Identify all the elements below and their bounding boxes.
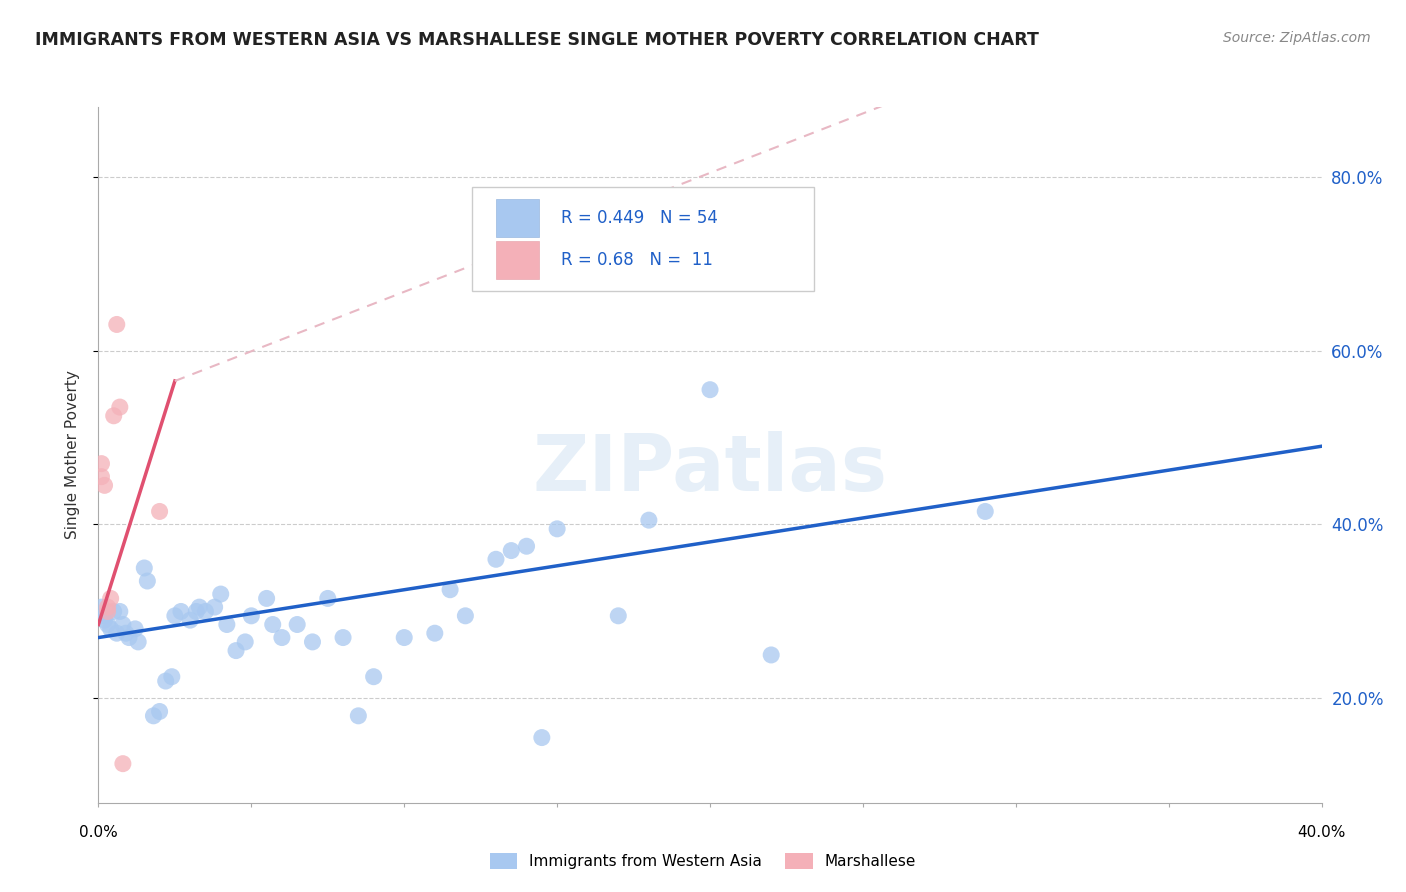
Point xyxy=(423,626,446,640)
Text: ZIPatlas: ZIPatlas xyxy=(533,431,887,507)
Point xyxy=(149,705,172,719)
Point xyxy=(194,605,217,619)
Point xyxy=(347,708,370,723)
Text: IMMIGRANTS FROM WESTERN ASIA VS MARSHALLESE SINGLE MOTHER POVERTY CORRELATION CH: IMMIGRANTS FROM WESTERN ASIA VS MARSHALL… xyxy=(35,31,1039,49)
Point xyxy=(546,522,568,536)
Point xyxy=(316,591,339,606)
Point xyxy=(501,543,523,558)
Point xyxy=(118,631,141,645)
Point xyxy=(108,400,131,414)
Point xyxy=(115,626,138,640)
Point xyxy=(160,670,183,684)
FancyBboxPatch shape xyxy=(496,241,538,279)
Point xyxy=(163,608,186,623)
Point xyxy=(149,504,172,518)
Point xyxy=(209,587,232,601)
Point xyxy=(759,648,782,662)
Point xyxy=(240,608,263,623)
Point xyxy=(105,318,128,332)
Point xyxy=(97,600,120,615)
Point xyxy=(105,626,128,640)
FancyBboxPatch shape xyxy=(496,199,538,237)
Point xyxy=(699,383,721,397)
Point xyxy=(262,617,284,632)
Point xyxy=(215,617,238,632)
Point xyxy=(134,561,156,575)
Point xyxy=(111,756,134,771)
Point xyxy=(100,622,122,636)
Point xyxy=(188,600,211,615)
Point xyxy=(136,574,159,588)
Y-axis label: Single Mother Poverty: Single Mother Poverty xyxy=(65,370,80,540)
Point xyxy=(363,670,385,684)
Point xyxy=(974,504,997,518)
Point xyxy=(392,631,416,645)
Point xyxy=(97,605,120,619)
Point xyxy=(186,605,208,619)
Point xyxy=(155,674,177,689)
Text: 40.0%: 40.0% xyxy=(1298,824,1346,839)
Point xyxy=(516,539,538,553)
Point xyxy=(179,613,201,627)
Point xyxy=(111,617,134,632)
Point xyxy=(93,608,115,623)
Point xyxy=(170,605,193,619)
Point xyxy=(90,457,112,471)
Point xyxy=(97,617,120,632)
Point xyxy=(233,635,256,649)
Point xyxy=(103,409,125,423)
Point xyxy=(225,643,247,657)
Point xyxy=(90,600,112,615)
Point xyxy=(204,600,226,615)
Legend: Immigrants from Western Asia, Marshallese: Immigrants from Western Asia, Marshalles… xyxy=(484,847,922,875)
Point xyxy=(103,605,125,619)
Point xyxy=(124,622,146,636)
Point xyxy=(93,613,115,627)
Point xyxy=(301,635,323,649)
Point xyxy=(607,608,630,623)
Point xyxy=(332,631,354,645)
Point xyxy=(285,617,308,632)
Point xyxy=(270,631,292,645)
Point xyxy=(142,708,165,723)
Point xyxy=(485,552,508,566)
Point xyxy=(637,513,661,527)
Text: Source: ZipAtlas.com: Source: ZipAtlas.com xyxy=(1223,31,1371,45)
Point xyxy=(530,731,553,745)
Point xyxy=(93,478,115,492)
Point xyxy=(108,605,131,619)
Point xyxy=(439,582,461,597)
FancyBboxPatch shape xyxy=(471,187,814,292)
Text: 0.0%: 0.0% xyxy=(79,824,118,839)
Text: R = 0.449   N = 54: R = 0.449 N = 54 xyxy=(561,210,717,227)
Point xyxy=(256,591,278,606)
Text: R = 0.68   N =  11: R = 0.68 N = 11 xyxy=(561,252,713,269)
Point xyxy=(454,608,477,623)
Point xyxy=(90,469,112,483)
Point xyxy=(100,591,122,606)
Point xyxy=(127,635,149,649)
